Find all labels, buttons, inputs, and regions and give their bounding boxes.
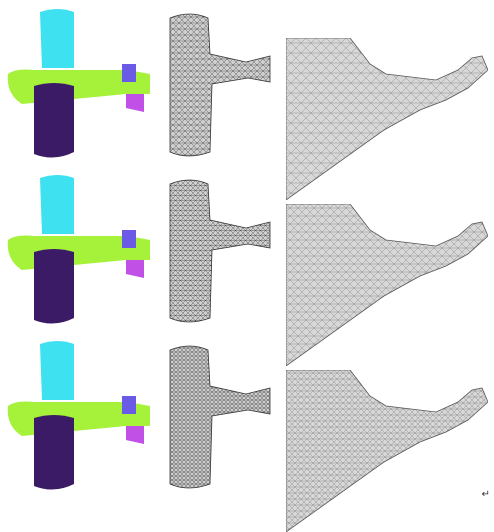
mesh-zoom-row-3	[286, 370, 488, 532]
segmented-airplane-row-1	[2, 2, 156, 162]
segmented-airplane-row-2	[2, 168, 156, 328]
airplane-wireframe	[169, 179, 271, 323]
zoomed-mesh-surface	[286, 38, 488, 200]
segmented-airplane-row-3	[2, 334, 156, 494]
airplane-wireframe	[169, 345, 271, 489]
left-stabilizer-segment	[122, 396, 136, 414]
mesh-airplane-svg	[169, 13, 271, 157]
mesh-zoom-row-1	[286, 38, 488, 200]
fuselage-segment	[34, 249, 74, 324]
fuselage-segment	[34, 83, 74, 158]
mesh-airplane-row-3	[158, 334, 282, 494]
segmented-airplane-svg	[7, 175, 151, 324]
zoomed-mesh-surface	[286, 370, 488, 532]
right-stabilizer-segment	[126, 94, 144, 112]
right-stabilizer-segment	[126, 260, 144, 278]
tail-fin-segment	[40, 9, 74, 68]
fuselage-segment	[34, 415, 74, 490]
tail-fin-segment	[40, 175, 74, 234]
segmented-airplane-svg	[7, 9, 151, 158]
mesh-zoom-row-2	[286, 204, 488, 366]
left-stabilizer-segment	[122, 230, 136, 248]
segmented-airplane-svg	[7, 341, 151, 490]
mesh-airplane-svg	[169, 179, 271, 323]
paragraph-mark: ↵	[481, 489, 490, 500]
mesh-zoom-svg	[286, 370, 488, 532]
zoomed-mesh-surface	[286, 204, 488, 366]
mesh-airplane-row-1	[158, 2, 282, 162]
right-stabilizer-segment	[126, 426, 144, 444]
tail-fin-segment	[40, 341, 74, 400]
mesh-zoom-svg	[286, 38, 488, 200]
airplane-wireframe	[169, 13, 271, 157]
mesh-zoom-svg	[286, 204, 488, 366]
mesh-airplane-svg	[169, 345, 271, 489]
mesh-airplane-row-2	[158, 168, 282, 328]
left-stabilizer-segment	[122, 64, 136, 82]
